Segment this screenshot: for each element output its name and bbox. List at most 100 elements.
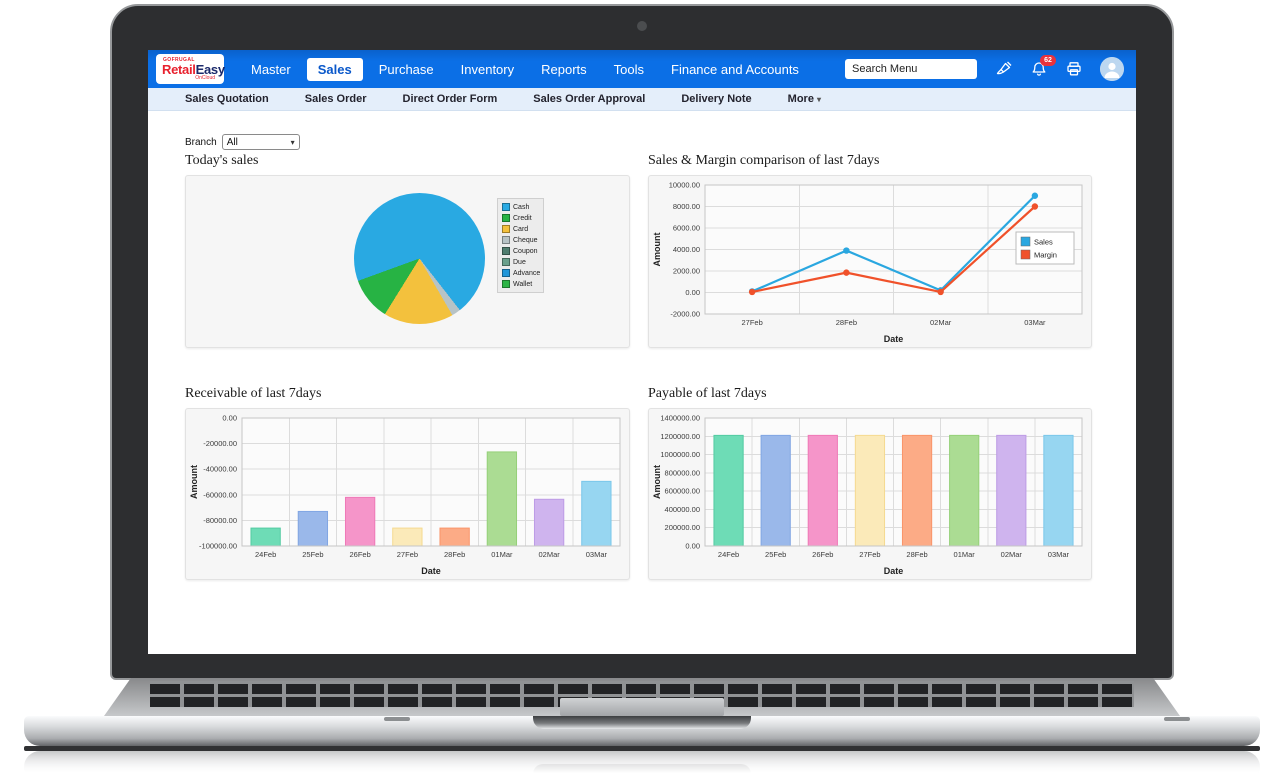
logo-main-text: RetailEasy bbox=[162, 61, 225, 77]
legend-item-card: Card bbox=[502, 225, 539, 233]
submenu-item-more[interactable]: More ▾ bbox=[788, 93, 821, 105]
submenu-item-sales-quotation[interactable]: Sales Quotation bbox=[185, 93, 269, 105]
svg-text:03Mar: 03Mar bbox=[586, 550, 608, 559]
nav-item-master[interactable]: Master bbox=[251, 61, 291, 77]
svg-text:8000.00: 8000.00 bbox=[673, 202, 700, 211]
nav-item-sales[interactable]: Sales bbox=[306, 57, 363, 81]
laptop-trackpad bbox=[560, 698, 724, 716]
legend-label: Cheque bbox=[513, 236, 538, 244]
svg-text:4000.00: 4000.00 bbox=[673, 245, 700, 254]
svg-text:-80000.00: -80000.00 bbox=[203, 516, 237, 525]
receivable-chart-title: Receivable of last 7days bbox=[185, 386, 322, 401]
svg-text:800000.00: 800000.00 bbox=[665, 468, 700, 477]
brush-icon[interactable] bbox=[995, 60, 1013, 78]
line-chart-svg: -2000.00 0.00 2000.00 4000.00 6000.00 8000.00… bbox=[652, 181, 1083, 344]
logo-top-text: GOFRUGAL bbox=[163, 56, 195, 63]
legend-label: Card bbox=[513, 225, 529, 233]
legend-item-advance: Advance bbox=[502, 269, 540, 277]
submenu-item-sales-order-approval[interactable]: Sales Order Approval bbox=[533, 93, 646, 105]
pie-legend: Cash Credit Card Cheque Coupon Due Advance Wall… bbox=[497, 198, 544, 293]
svg-text:27Feb: 27Feb bbox=[859, 550, 880, 559]
svg-text:Date: Date bbox=[421, 566, 441, 576]
legend-item-cheque: Cheque bbox=[502, 236, 539, 244]
legend-swatch bbox=[502, 214, 510, 222]
nav-item-tools[interactable]: Tools bbox=[613, 61, 645, 77]
legend-item-wallet: Wallet bbox=[502, 280, 539, 288]
svg-text:Margin: Margin bbox=[1034, 251, 1057, 260]
legend-swatch bbox=[502, 225, 510, 233]
svg-text:25Feb: 25Feb bbox=[765, 550, 786, 559]
svg-text:0.00: 0.00 bbox=[685, 542, 700, 551]
svg-text:1000000.00: 1000000.00 bbox=[660, 450, 700, 459]
legend-label: Cash bbox=[513, 203, 530, 211]
svg-text:28Feb: 28Feb bbox=[444, 550, 465, 559]
legend-label: Coupon bbox=[513, 247, 538, 255]
svg-text:400000.00: 400000.00 bbox=[665, 505, 700, 514]
svg-text:Amount: Amount bbox=[652, 233, 662, 267]
submenu-item-sales-order[interactable]: Sales Order bbox=[304, 93, 367, 105]
svg-text:26Feb: 26Feb bbox=[812, 550, 833, 559]
svg-text:28Feb: 28Feb bbox=[906, 550, 927, 559]
legend-swatch bbox=[502, 247, 510, 255]
legend-item-due: Due bbox=[502, 258, 539, 266]
laptop-foot-right bbox=[1164, 717, 1190, 721]
app-logo[interactable]: GOFRUGAL RetailEasy OnCloud bbox=[156, 54, 225, 84]
legend-label: Due bbox=[513, 258, 526, 266]
svg-text:Date: Date bbox=[884, 566, 904, 576]
bell-icon[interactable]: 62 bbox=[1030, 55, 1056, 78]
svg-text:Date: Date bbox=[884, 334, 904, 344]
legend-item-cash: Cash bbox=[502, 203, 539, 211]
legend-item-coupon: Coupon bbox=[502, 247, 539, 255]
more-label: More bbox=[787, 93, 814, 105]
svg-text:-2000.00: -2000.00 bbox=[670, 310, 700, 319]
svg-text:01Mar: 01Mar bbox=[491, 550, 513, 559]
main-menu: Master Sales Purchase Inventory Reports Tools… bbox=[240, 57, 810, 81]
svg-text:Amount: Amount bbox=[652, 465, 662, 499]
nav-item-purchase[interactable]: Purchase bbox=[378, 61, 434, 77]
svg-text:Sales: Sales bbox=[1034, 238, 1053, 247]
svg-text:02Mar: 02Mar bbox=[1001, 550, 1023, 559]
logo-sub-text: OnCloud bbox=[195, 74, 215, 81]
legend-swatch bbox=[502, 236, 510, 244]
svg-text:27Feb: 27Feb bbox=[397, 550, 418, 559]
user-avatar[interactable] bbox=[1100, 57, 1124, 81]
svg-text:01Mar: 01Mar bbox=[954, 550, 976, 559]
svg-text:0.00: 0.00 bbox=[685, 288, 700, 297]
submenu-item-direct-order-form[interactable]: Direct Order Form bbox=[402, 93, 498, 105]
svg-text:27Feb: 27Feb bbox=[741, 318, 762, 327]
svg-text:6000.00: 6000.00 bbox=[673, 224, 700, 233]
sales-submenu: Sales Quotation Sales Order Direct Order F… bbox=[148, 88, 1136, 111]
printer-icon[interactable] bbox=[1065, 60, 1083, 78]
legend-swatch bbox=[502, 280, 510, 288]
svg-text:Amount: Amount bbox=[189, 465, 199, 499]
nav-item-reports[interactable]: Reports bbox=[541, 61, 587, 77]
search-input[interactable] bbox=[845, 59, 977, 79]
legend-label: Wallet bbox=[513, 280, 533, 288]
svg-text:0.00: 0.00 bbox=[222, 414, 237, 423]
svg-text:24Feb: 24Feb bbox=[255, 550, 276, 559]
branch-select[interactable]: All ▾ bbox=[221, 134, 300, 150]
legend-swatch bbox=[502, 269, 510, 277]
branch-select-value: All bbox=[226, 136, 238, 148]
legend-swatch bbox=[502, 258, 510, 266]
bar-chart-svg: -100000.00 -80000.00 -60000.00 -40000.00 -20… bbox=[189, 414, 621, 576]
nav-item-inventory[interactable]: Inventory bbox=[460, 61, 515, 77]
navbar-icons: 62 bbox=[995, 55, 1124, 81]
nav-item-finance-and-accounts[interactable]: Finance and Accounts bbox=[671, 61, 799, 77]
chevron-down-icon: ▾ bbox=[290, 137, 295, 147]
svg-text:28Feb: 28Feb bbox=[836, 318, 857, 327]
laptop-reflection bbox=[24, 751, 1260, 774]
svg-text:03Mar: 03Mar bbox=[1024, 318, 1046, 327]
svg-text:-40000.00: -40000.00 bbox=[203, 465, 237, 474]
submenu-item-delivery-note[interactable]: Delivery Note bbox=[681, 93, 752, 105]
payable-chart-title: Payable of last 7days bbox=[648, 386, 767, 401]
svg-text:03Mar: 03Mar bbox=[1048, 550, 1070, 559]
line-chart-title: Sales & Margin comparison of last 7days bbox=[648, 153, 880, 168]
laptop-foot-left bbox=[384, 717, 410, 721]
pie-chart bbox=[354, 193, 485, 324]
laptop-thumb-notch bbox=[533, 716, 751, 729]
branch-filter: Branch All ▾ bbox=[185, 134, 300, 150]
payable-chart-panel: 0.00 200000.00 400000.00 600000.00 800000.00… bbox=[648, 408, 1092, 580]
svg-text:-20000.00: -20000.00 bbox=[203, 439, 237, 448]
laptop-front-lip bbox=[24, 716, 1260, 746]
